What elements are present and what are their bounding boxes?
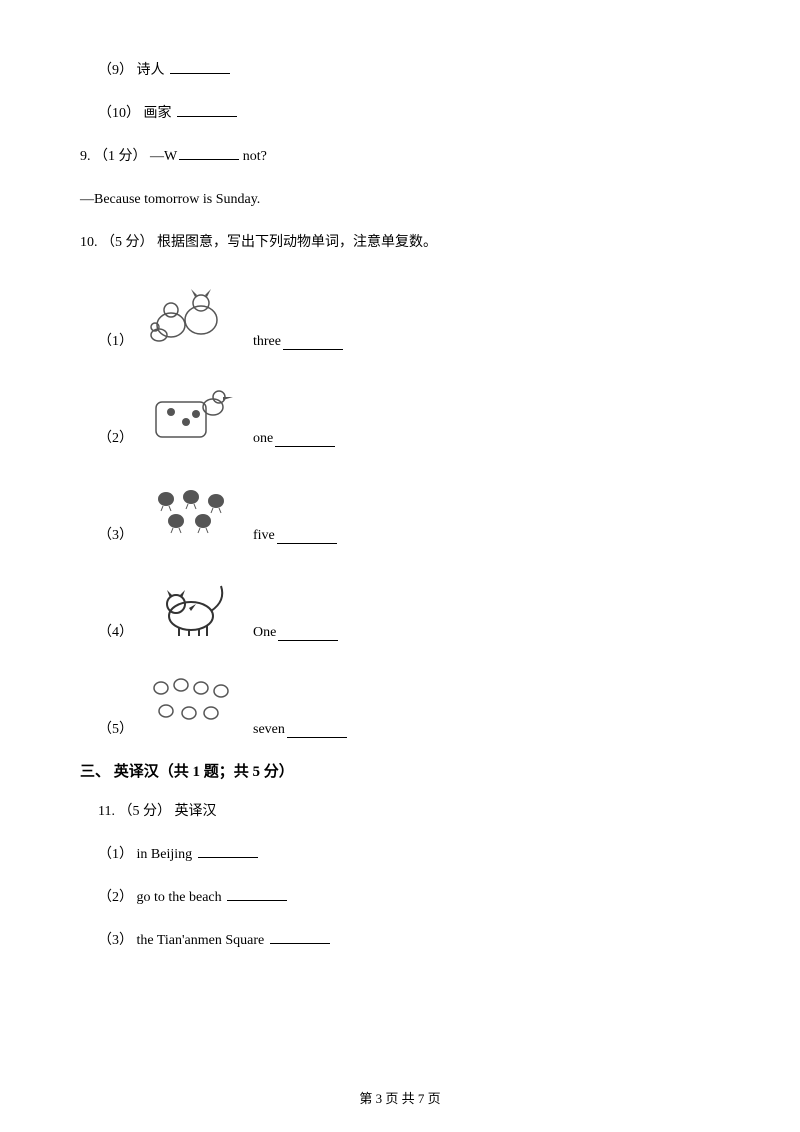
question-11: 11. （5 分） 英译汉 <box>80 801 720 822</box>
blank[interactable] <box>278 627 338 641</box>
question-10-sub4: （4） One <box>80 566 720 641</box>
question-11-sub2: （2） go to the beach <box>80 887 720 908</box>
sub4-word: One <box>253 625 276 641</box>
question-9-sub10: （10） 画家 <box>80 103 720 124</box>
text-q11-2: （2） go to the beach <box>98 890 222 905</box>
blank[interactable] <box>179 146 239 160</box>
text-q9-sub10: （10） 画家 <box>98 106 175 121</box>
blank[interactable] <box>170 60 230 74</box>
question-9-answer: —Because tomorrow is Sunday. <box>80 189 720 210</box>
blank[interactable] <box>227 887 287 901</box>
text-q9-sub9: （9） 诗人 <box>98 63 168 78</box>
animal-image-4 <box>141 566 241 641</box>
text-q9a: 9. （1 分） —W <box>80 149 177 164</box>
section-3-text: 三、 英译汉（共 1 题；共 5 分） <box>80 764 294 780</box>
text-q11-3: （3） the Tian'anmen Square <box>98 933 264 948</box>
blank[interactable] <box>275 433 335 447</box>
question-10: 10. （5 分） 根据图意，写出下列动物单词，注意单复数。 <box>80 232 720 253</box>
blank[interactable] <box>270 930 330 944</box>
sub2-num: （2） <box>98 427 133 447</box>
text-q10: 10. （5 分） 根据图意，写出下列动物单词，注意单复数。 <box>80 235 437 250</box>
animal-image-5 <box>141 663 241 738</box>
blank[interactable] <box>283 336 343 350</box>
blank[interactable] <box>287 724 347 738</box>
question-11-sub3: （3） the Tian'anmen Square <box>80 930 720 951</box>
footer-text: 第 3 页 共 7 页 <box>359 1091 440 1106</box>
page-footer: 第 3 页 共 7 页 <box>0 1088 800 1107</box>
blank[interactable] <box>177 103 237 117</box>
sub3-num: （3） <box>98 524 133 544</box>
sub5-word: seven <box>253 722 285 738</box>
question-11-sub1: （1） in Beijing <box>80 844 720 865</box>
animal-image-2 <box>141 372 241 447</box>
blank[interactable] <box>277 530 337 544</box>
question-10-sub2: （2） one <box>80 372 720 447</box>
text-q9b: not? <box>239 149 267 164</box>
sub1-word: three <box>253 334 281 350</box>
animal-image-3 <box>141 469 241 544</box>
question-10-sub5: （5） seven <box>80 663 720 738</box>
sub4-num: （4） <box>98 621 133 641</box>
animal-image-1 <box>141 275 241 350</box>
sub3-word: five <box>253 528 275 544</box>
text-q11-1: （1） in Beijing <box>98 847 192 862</box>
section-3-header: 三、 英译汉（共 1 题；共 5 分） <box>80 760 720 781</box>
sub2-word: one <box>253 431 273 447</box>
question-10-sub3: （3） five <box>80 469 720 544</box>
sub1-num: （1） <box>98 330 133 350</box>
text-q11: 11. （5 分） 英译汉 <box>98 804 216 819</box>
question-10-sub1: （1） three <box>80 275 720 350</box>
sub5-num: （5） <box>98 718 133 738</box>
question-9-sub9: （9） 诗人 <box>80 60 720 81</box>
question-9: 9. （1 分） —W not? <box>80 146 720 167</box>
blank[interactable] <box>198 844 258 858</box>
text-q9-answer: —Because tomorrow is Sunday. <box>80 192 260 207</box>
